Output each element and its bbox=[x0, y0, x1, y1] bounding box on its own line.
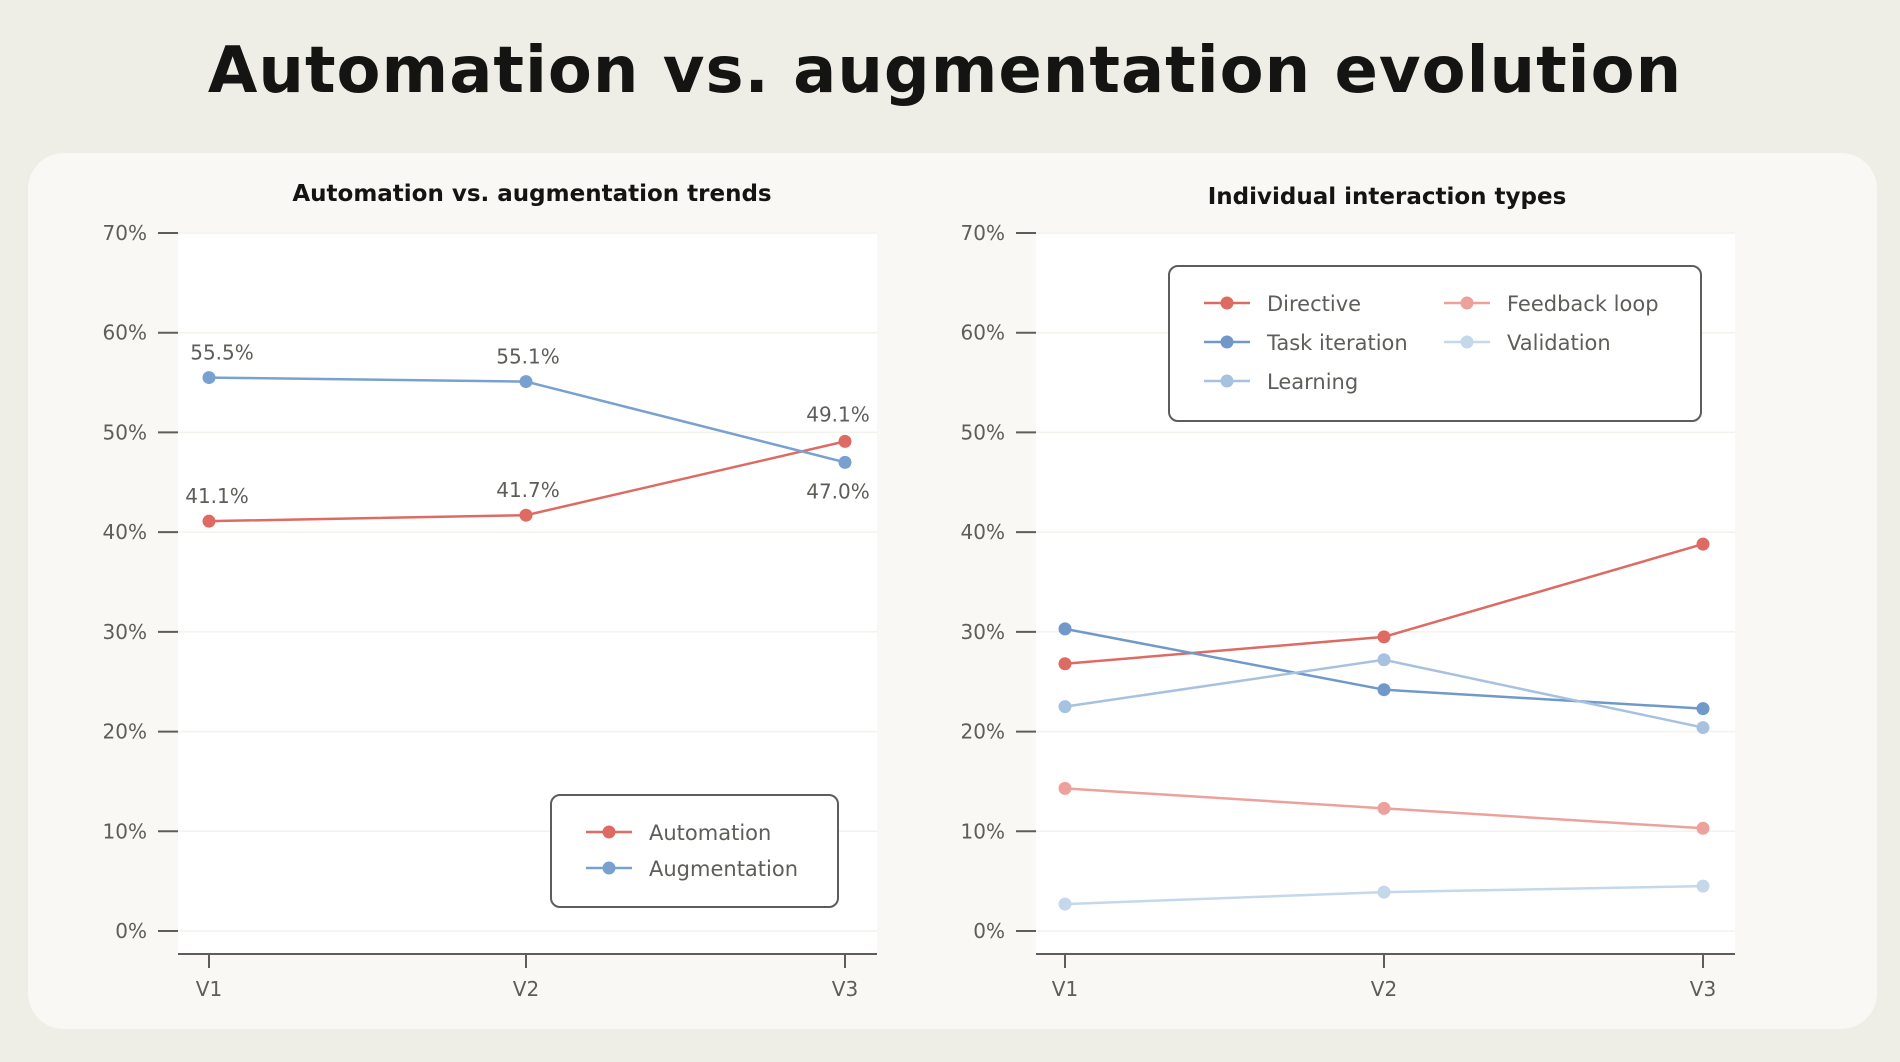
x-tick-label: V3 bbox=[832, 977, 858, 1001]
data-point bbox=[838, 434, 852, 448]
y-tick-label: 0% bbox=[115, 919, 147, 943]
legend-label: Directive bbox=[1267, 292, 1361, 316]
legend-swatch-marker bbox=[602, 825, 616, 839]
legend-swatch-marker bbox=[1460, 335, 1474, 349]
y-tick-label: 10% bbox=[961, 819, 1005, 843]
data-point bbox=[1696, 702, 1710, 716]
data-point bbox=[1696, 537, 1710, 551]
legend-swatch-marker bbox=[602, 861, 616, 875]
data-point bbox=[1058, 622, 1072, 636]
data-label: 41.7% bbox=[496, 478, 560, 502]
y-tick-label: 20% bbox=[103, 720, 147, 744]
data-point bbox=[1377, 885, 1391, 899]
legend-swatch-marker bbox=[1460, 296, 1474, 310]
x-tick-label: V3 bbox=[1690, 977, 1716, 1001]
legend-swatch-marker bbox=[1220, 374, 1234, 388]
data-label: 55.5% bbox=[190, 341, 254, 365]
legend-box bbox=[1168, 265, 1702, 422]
y-tick-label: 10% bbox=[103, 819, 147, 843]
data-point bbox=[1058, 781, 1072, 795]
legend-swatch-marker bbox=[1220, 296, 1234, 310]
data-point bbox=[1696, 879, 1710, 893]
data-point bbox=[1058, 657, 1072, 671]
data-point bbox=[519, 375, 533, 389]
y-tick-label: 70% bbox=[961, 221, 1005, 245]
data-point bbox=[1377, 683, 1391, 697]
data-point bbox=[1058, 700, 1072, 714]
data-point bbox=[1058, 897, 1072, 911]
x-tick-label: V1 bbox=[196, 977, 222, 1001]
y-tick-label: 60% bbox=[961, 321, 1005, 345]
chart-title: Individual interaction types bbox=[1208, 184, 1567, 210]
data-point bbox=[1696, 821, 1710, 835]
y-tick-label: 70% bbox=[103, 221, 147, 245]
data-point bbox=[1377, 653, 1391, 667]
y-tick-label: 20% bbox=[961, 720, 1005, 744]
legend-swatch-marker bbox=[1220, 335, 1234, 349]
data-point bbox=[519, 508, 533, 522]
y-tick-label: 60% bbox=[103, 321, 147, 345]
chart-title: Automation vs. augmentation trends bbox=[292, 181, 771, 207]
data-point bbox=[1377, 630, 1391, 644]
y-tick-label: 0% bbox=[973, 919, 1005, 943]
x-tick-label: V1 bbox=[1052, 977, 1078, 1001]
legend-label: Feedback loop bbox=[1507, 292, 1659, 316]
data-point bbox=[202, 371, 216, 385]
legend-label: Augmentation bbox=[649, 857, 798, 881]
legend-box bbox=[550, 794, 839, 908]
y-tick-label: 40% bbox=[961, 520, 1005, 544]
data-label: 41.1% bbox=[185, 484, 249, 508]
data-point bbox=[202, 514, 216, 528]
legend-label: Validation bbox=[1507, 331, 1611, 355]
data-point bbox=[838, 455, 852, 469]
y-tick-label: 50% bbox=[961, 420, 1005, 444]
y-tick-label: 40% bbox=[103, 520, 147, 544]
page-title: Automation vs. augmentation evolution bbox=[207, 34, 1683, 108]
data-label: 49.1% bbox=[806, 402, 870, 426]
legend-label: Task iteration bbox=[1266, 331, 1408, 355]
x-tick-label: V2 bbox=[1371, 977, 1397, 1001]
data-point bbox=[1377, 801, 1391, 815]
legend-label: Automation bbox=[649, 821, 771, 845]
y-tick-label: 30% bbox=[961, 620, 1005, 644]
data-label: 47.0% bbox=[806, 479, 870, 503]
legend-label: Learning bbox=[1267, 370, 1358, 394]
data-point bbox=[1696, 721, 1710, 735]
y-tick-label: 50% bbox=[103, 420, 147, 444]
data-label: 55.1% bbox=[496, 345, 560, 369]
y-tick-label: 30% bbox=[103, 620, 147, 644]
x-tick-label: V2 bbox=[513, 977, 539, 1001]
